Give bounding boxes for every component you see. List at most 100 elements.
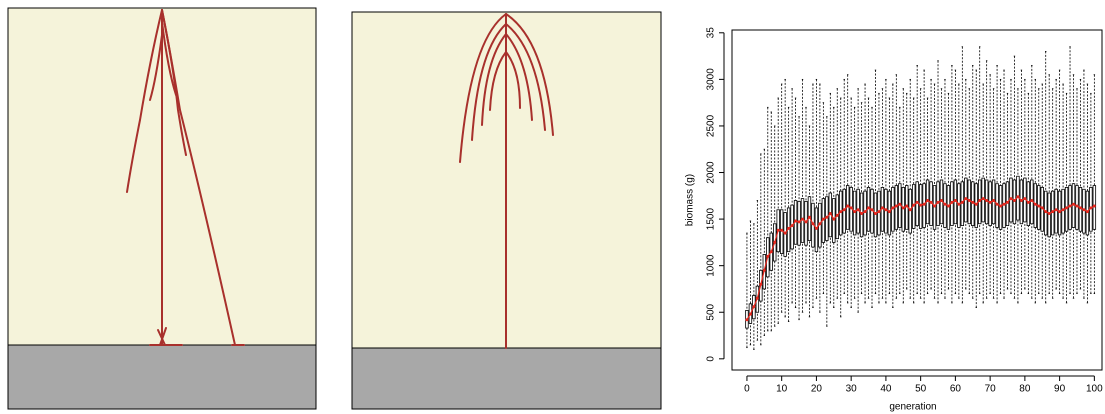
median-point [1006, 200, 1010, 204]
x-tick-label: 50 [915, 384, 927, 395]
median-point [943, 202, 947, 206]
median-point [908, 208, 912, 212]
median-point [832, 217, 836, 221]
x-tick-label: 0 [744, 384, 750, 395]
median-point [794, 219, 798, 223]
ground [7, 344, 317, 410]
ground [351, 347, 662, 410]
median-point [946, 204, 950, 208]
median-point [915, 200, 919, 204]
median-point [780, 228, 784, 232]
median-point [912, 203, 916, 207]
median-point [797, 220, 801, 224]
median-point [846, 204, 850, 208]
median-point [926, 198, 930, 202]
median-point [828, 212, 832, 216]
median-point [814, 226, 818, 230]
median-point [1016, 195, 1020, 199]
median-point [1009, 197, 1013, 201]
median-point [1044, 210, 1048, 214]
median-point [922, 202, 926, 206]
median-point [971, 200, 975, 204]
median-point [835, 213, 839, 217]
median-point [773, 240, 777, 244]
median-point [1078, 206, 1082, 210]
median-point [860, 212, 864, 216]
median-point [849, 206, 853, 210]
y-tick-label: 35 [706, 27, 717, 39]
median-point [745, 318, 749, 322]
plant-right [459, 13, 554, 349]
median-point [1051, 210, 1055, 214]
median-point [752, 305, 756, 309]
median-point [870, 208, 874, 212]
x-tick-label: 20 [811, 384, 823, 395]
median-point [801, 217, 805, 221]
median-point [783, 231, 787, 235]
median-point [1061, 208, 1065, 212]
median-point [867, 206, 871, 210]
plant-left [126, 9, 245, 346]
median-point [1047, 212, 1051, 216]
median-point [748, 312, 752, 316]
median-point [1092, 204, 1096, 208]
y-tick-label: 0 [706, 356, 717, 362]
median-point [766, 254, 770, 258]
x-tick-label: 60 [950, 384, 962, 395]
median-point [807, 215, 811, 219]
median-point [995, 202, 999, 206]
median-point [787, 226, 791, 230]
median-point [1082, 208, 1086, 212]
median-point [1012, 198, 1016, 202]
x-tick-label: 40 [880, 384, 892, 395]
median-point [1065, 206, 1069, 210]
median-point [894, 204, 898, 208]
y-tick-label: 1000 [706, 254, 717, 277]
median-point [821, 217, 825, 221]
x-tick-label: 10 [776, 384, 788, 395]
median-point [905, 204, 909, 208]
median-point [1058, 210, 1062, 214]
median-point [1085, 210, 1089, 214]
median-point [988, 200, 992, 204]
median-point [880, 206, 884, 210]
x-tick-label: 70 [985, 384, 997, 395]
median-point [842, 208, 846, 212]
median-point [776, 228, 780, 232]
median-point [856, 208, 860, 212]
median-point [863, 210, 867, 214]
median-point [953, 198, 957, 202]
y-tick-label: 500 [706, 303, 717, 320]
median-point [960, 200, 964, 204]
boxplot: 0 500 1000 1500 2000 2500 3000 35 0 10 20 30 40 50 60 7… [706, 27, 1103, 395]
median-point [818, 222, 822, 226]
median-point [1040, 206, 1044, 210]
median-point [1068, 204, 1072, 208]
median-point [957, 202, 961, 206]
median-point [825, 215, 829, 219]
median-point [967, 198, 971, 202]
median-point [939, 198, 943, 202]
median-point [950, 200, 954, 204]
plot-frame [731, 29, 1103, 371]
y-tick-label: 1500 [706, 208, 717, 231]
median-point [755, 296, 759, 300]
median-point [992, 198, 996, 202]
median-point [873, 212, 877, 216]
median-point [1019, 198, 1023, 202]
plant-panel-right [351, 11, 662, 410]
median-point [1089, 206, 1093, 210]
median-point [1072, 202, 1076, 206]
y-tick-label: 2500 [706, 114, 717, 137]
median-point [974, 202, 978, 206]
median-point [804, 220, 808, 224]
median-point [759, 282, 763, 286]
median-point [933, 204, 937, 208]
median-point [887, 210, 891, 214]
median-point [1002, 202, 1006, 206]
median-point [853, 210, 857, 214]
median-point [981, 197, 985, 201]
y-tick-label: 2000 [706, 161, 717, 184]
median-point [898, 202, 902, 206]
median-point [985, 198, 989, 202]
